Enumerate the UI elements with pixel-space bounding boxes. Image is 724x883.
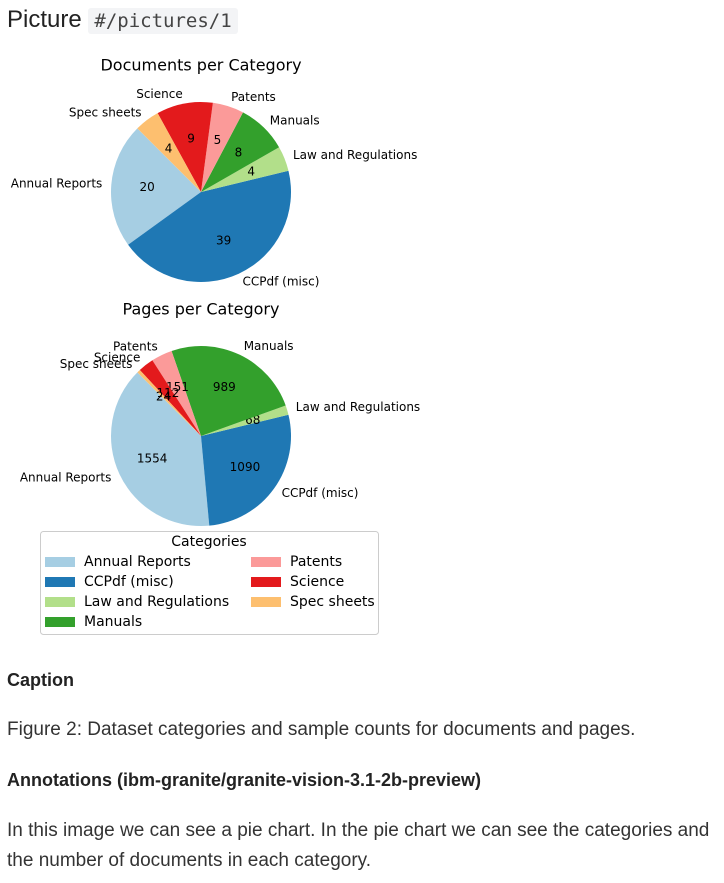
slice-label: Annual Reports <box>11 177 103 191</box>
slice-label: Patents <box>113 339 158 353</box>
pie-slice <box>201 405 289 436</box>
caption-heading: Caption <box>7 670 74 690</box>
header-label: Picture <box>7 6 82 33</box>
value-label: 24 <box>156 390 171 404</box>
slice-label: CCPdf (misc) <box>242 274 319 288</box>
legend-label: CCPdf (misc) <box>84 574 174 590</box>
header: Picture #/pictures/1 <box>7 6 238 34</box>
slice-label: Spec sheets <box>60 357 133 371</box>
slice-label: CCPdf (misc) <box>282 486 359 500</box>
legend-title: Categories <box>171 534 246 550</box>
pie-slice <box>137 370 201 436</box>
value-label: 989 <box>213 380 236 394</box>
slice-label: Manuals <box>270 113 320 127</box>
value-label: 20 <box>140 180 155 194</box>
pie-slice <box>201 112 280 192</box>
legend-label: Law and Regulations <box>84 594 229 610</box>
annotations-text: In this image we can see a pie chart. In… <box>7 820 710 871</box>
pie-slice <box>110 372 210 526</box>
pie-slice <box>137 113 201 192</box>
legend-label: Patents <box>290 554 342 570</box>
legend-swatch <box>251 597 281 607</box>
pie-slice <box>171 346 286 436</box>
legend-label: Manuals <box>84 614 142 630</box>
pie-slice <box>201 414 292 526</box>
legend-label: Annual Reports <box>84 554 191 570</box>
slice-label: Annual Reports <box>20 471 112 485</box>
pie-slice <box>157 102 213 192</box>
pie-slice <box>201 102 243 192</box>
legend-swatch <box>45 577 75 587</box>
value-label: 5 <box>214 133 222 147</box>
value-label: 9 <box>187 131 195 145</box>
caption-text: Figure 2: Dataset categories and sample … <box>7 719 636 740</box>
value-label: 4 <box>165 141 173 155</box>
slice-label: Law and Regulations <box>296 400 420 414</box>
chart-title: Pages per Category <box>123 300 280 319</box>
chart-title: Documents per Category <box>100 56 301 75</box>
slice-label: Science <box>94 350 141 364</box>
value-label: 4 <box>247 164 255 178</box>
value-label: 1554 <box>137 451 168 465</box>
legend-swatch <box>45 617 75 627</box>
value-label: 39 <box>216 234 231 248</box>
slice-label: Law and Regulations <box>293 148 417 162</box>
value-label: 1090 <box>230 460 261 474</box>
annotations-heading: Annotations (ibm-granite/granite-vision-… <box>7 770 482 790</box>
header-path: #/pictures/1 <box>88 8 238 34</box>
legend-box <box>40 531 379 635</box>
slice-label: Patents <box>231 90 276 104</box>
slice-label: Spec sheets <box>69 105 142 119</box>
pie-slice <box>201 147 289 192</box>
value-label: 8 <box>235 146 243 160</box>
figure: Documents per Category Annual Reports 20 CC… <box>11 56 420 635</box>
legend-swatch <box>251 557 281 567</box>
pie-slice <box>152 350 201 436</box>
legend-swatch <box>45 597 75 607</box>
legend-swatch <box>251 577 281 587</box>
legend-swatch <box>45 557 75 567</box>
pie-slice <box>110 128 201 245</box>
legend-label: Spec sheets <box>290 594 375 610</box>
legend-label: Science <box>290 574 344 590</box>
pie-slice <box>128 170 292 283</box>
slice-label: Manuals <box>244 339 294 353</box>
pie-slice <box>139 360 201 436</box>
slice-label: Science <box>136 87 183 101</box>
